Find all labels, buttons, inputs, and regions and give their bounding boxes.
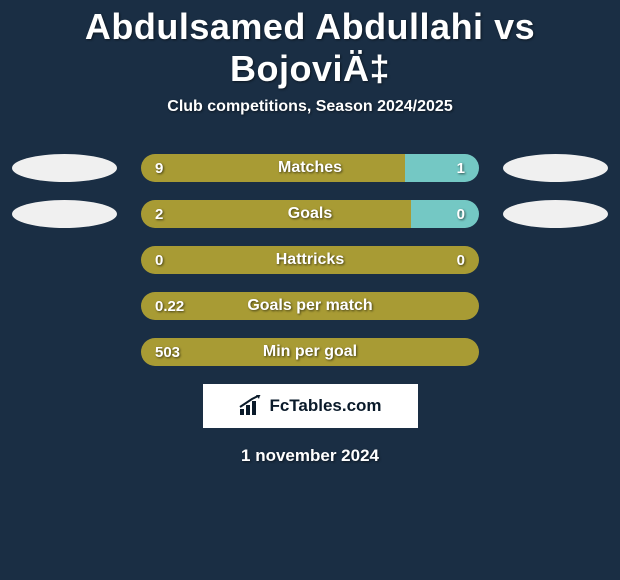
bar-left-segment — [141, 200, 411, 228]
bar-left-segment — [141, 338, 479, 366]
bar-right-segment — [405, 154, 479, 182]
bar-left-segment — [141, 154, 405, 182]
page-subtitle: Club competitions, Season 2024/2025 — [0, 98, 620, 116]
left-ellipse — [12, 154, 117, 182]
stat-row: 503Min per goal — [0, 338, 620, 366]
bar-left-segment — [141, 246, 479, 274]
stat-bar: 91Matches — [141, 154, 479, 182]
logo-box: FcTables.com — [203, 384, 418, 428]
logo-text: FcTables.com — [269, 396, 381, 416]
bar-chart-icon — [238, 395, 264, 417]
stat-bar: 20Goals — [141, 200, 479, 228]
stat-row: 00Hattricks — [0, 246, 620, 274]
fctables-logo: FcTables.com — [238, 395, 381, 417]
stat-row: 20Goals — [0, 200, 620, 228]
bar-left-segment — [141, 292, 479, 320]
stat-row: 0.22Goals per match — [0, 292, 620, 320]
page-title: Abdulsamed Abdullahi vs BojoviÄ‡ — [0, 0, 620, 90]
right-ellipse — [503, 154, 608, 182]
right-ellipse — [503, 200, 608, 228]
comparison-infographic: Abdulsamed Abdullahi vs BojoviÄ‡ Club co… — [0, 0, 620, 580]
bar-right-segment — [411, 200, 479, 228]
stat-bar: 503Min per goal — [141, 338, 479, 366]
stat-row: 91Matches — [0, 154, 620, 182]
stat-bar: 00Hattricks — [141, 246, 479, 274]
left-ellipse — [12, 200, 117, 228]
stat-rows: 91Matches 20Goals 00Hattricks 0.22Goals per… — [0, 154, 620, 366]
date-label: 1 november 2024 — [0, 446, 620, 466]
stat-bar: 0.22Goals per match — [141, 292, 479, 320]
